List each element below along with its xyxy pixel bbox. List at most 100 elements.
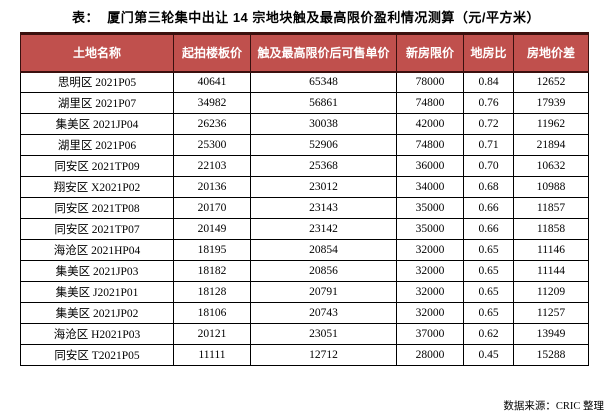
column-header: 新房限价	[396, 32, 464, 73]
value-cell: 0.84	[463, 71, 514, 93]
table-row: 同安区 2021TP07 20149 23142 35000 0.66 11858	[20, 218, 589, 240]
value-cell: 32000	[396, 302, 464, 324]
table-row: 翔安区 X2021P02 20136 23012 34000 0.68 10988	[20, 176, 589, 198]
column-header: 地房比	[463, 32, 514, 73]
value-cell: 23012	[250, 176, 397, 198]
table-body: 思明区 2021P05 40641 65348 78000 0.84 12652 湖里区 2…	[20, 71, 589, 366]
value-cell: 13949	[513, 323, 589, 345]
value-cell: 10632	[513, 155, 589, 177]
value-cell: 35000	[396, 197, 464, 219]
value-cell: 20856	[250, 260, 397, 282]
value-cell: 37000	[396, 323, 464, 345]
value-cell: 12652	[513, 71, 589, 93]
data-source-note: 数据来源：CRIC 整理	[503, 401, 604, 412]
value-cell: 18195	[173, 239, 251, 261]
table-row: 集美区 2021JP02 18106 20743 32000 0.65 11257	[20, 302, 589, 324]
value-cell: 0.66	[463, 197, 514, 219]
land-name-cell: 集美区 2021JP03	[20, 260, 174, 282]
value-cell: 18106	[173, 302, 251, 324]
land-name-cell: 思明区 2021P05	[20, 71, 174, 93]
value-cell: 10988	[513, 176, 589, 198]
value-cell: 40641	[173, 71, 251, 93]
value-cell: 35000	[396, 218, 464, 240]
page-title: 表： 厦门第三轮集中出让 14 宗地块触及最高限价盈利情况测算（元/平方米）	[71, 10, 541, 25]
value-cell: 20121	[173, 323, 251, 345]
column-header: 土地名称	[20, 32, 174, 73]
value-cell: 11857	[513, 197, 589, 219]
table-row: 同安区 T2021P05 11111 12712 28000 0.45 15288	[20, 344, 589, 366]
value-cell: 42000	[396, 113, 464, 135]
table-row: 同安区 2021TP08 20170 23143 35000 0.66 11857	[20, 197, 589, 219]
value-cell: 11858	[513, 218, 589, 240]
land-name-cell: 翔安区 X2021P02	[20, 176, 174, 198]
land-name-cell: 集美区 J2021P01	[20, 281, 174, 303]
column-header: 触及最高限价后可售单价	[250, 32, 397, 73]
value-cell: 20791	[250, 281, 397, 303]
value-cell: 32000	[396, 281, 464, 303]
table-header-row: 土地名称 起拍楼板价 触及最高限价后可售单价 新房限价 地房比 房地价差	[20, 32, 589, 73]
value-cell: 20170	[173, 197, 251, 219]
value-cell: 25300	[173, 134, 251, 156]
value-cell: 36000	[396, 155, 464, 177]
value-cell: 0.68	[463, 176, 514, 198]
value-cell: 0.76	[463, 92, 514, 114]
value-cell: 12712	[250, 344, 397, 366]
value-cell: 52906	[250, 134, 397, 156]
value-cell: 28000	[396, 344, 464, 366]
value-cell: 11257	[513, 302, 589, 324]
value-cell: 18128	[173, 281, 251, 303]
value-cell: 0.71	[463, 134, 514, 156]
table-row: 集美区 2021JP03 18182 20856 32000 0.65 11144	[20, 260, 589, 282]
value-cell: 26236	[173, 113, 251, 135]
land-name-cell: 同安区 2021TP07	[20, 218, 174, 240]
table-row: 同安区 2021TP09 22103 25368 36000 0.70 10632	[20, 155, 589, 177]
land-name-cell: 同安区 2021TP08	[20, 197, 174, 219]
value-cell: 20136	[173, 176, 251, 198]
value-cell: 0.66	[463, 218, 514, 240]
value-cell: 32000	[396, 260, 464, 282]
value-cell: 18182	[173, 260, 251, 282]
value-cell: 11146	[513, 239, 589, 261]
value-cell: 0.65	[463, 302, 514, 324]
value-cell: 23051	[250, 323, 397, 345]
value-cell: 78000	[396, 71, 464, 93]
value-cell: 65348	[250, 71, 397, 93]
table-row: 湖里区 2021P06 25300 52906 74800 0.71 21894	[20, 134, 589, 156]
table-header: 土地名称 起拍楼板价 触及最高限价后可售单价 新房限价 地房比 房地价差	[20, 32, 589, 73]
table-row: 海沧区 H2021P03 20121 23051 37000 0.62 13949	[20, 323, 589, 345]
value-cell: 56861	[250, 92, 397, 114]
table-row: 湖里区 2021P07 34982 56861 74800 0.76 17939	[20, 92, 589, 114]
land-name-cell: 同安区 T2021P05	[20, 344, 174, 366]
value-cell: 21894	[513, 134, 589, 156]
value-cell: 25368	[250, 155, 397, 177]
value-cell: 17939	[513, 92, 589, 114]
land-name-cell: 海沧区 2021HP04	[20, 239, 174, 261]
value-cell: 0.70	[463, 155, 514, 177]
land-price-table: 土地名称 起拍楼板价 触及最高限价后可售单价 新房限价 地房比 房地价差 思明区 2021…	[20, 32, 589, 366]
value-cell: 23142	[250, 218, 397, 240]
land-name-cell: 海沧区 H2021P03	[20, 323, 174, 345]
table-row: 集美区 2021JP04 26236 30038 42000 0.72 11962	[20, 113, 589, 135]
land-name-cell: 湖里区 2021P06	[20, 134, 174, 156]
value-cell: 15288	[513, 344, 589, 366]
land-name-cell: 集美区 2021JP02	[20, 302, 174, 324]
value-cell: 11962	[513, 113, 589, 135]
value-cell: 11144	[513, 260, 589, 282]
value-cell: 11209	[513, 281, 589, 303]
land-name-cell: 集美区 2021JP04	[20, 113, 174, 135]
value-cell: 34000	[396, 176, 464, 198]
value-cell: 0.65	[463, 281, 514, 303]
value-cell: 0.62	[463, 323, 514, 345]
column-header: 起拍楼板价	[173, 32, 251, 73]
value-cell: 74800	[396, 134, 464, 156]
column-header: 房地价差	[513, 32, 589, 73]
table-row: 海沧区 2021HP04 18195 20854 32000 0.65 11146	[20, 239, 589, 261]
value-cell: 74800	[396, 92, 464, 114]
table-row: 集美区 J2021P01 18128 20791 32000 0.65 11209	[20, 281, 589, 303]
value-cell: 22103	[173, 155, 251, 177]
value-cell: 20743	[250, 302, 397, 324]
value-cell: 34982	[173, 92, 251, 114]
value-cell: 20854	[250, 239, 397, 261]
land-name-cell: 湖里区 2021P07	[20, 92, 174, 114]
